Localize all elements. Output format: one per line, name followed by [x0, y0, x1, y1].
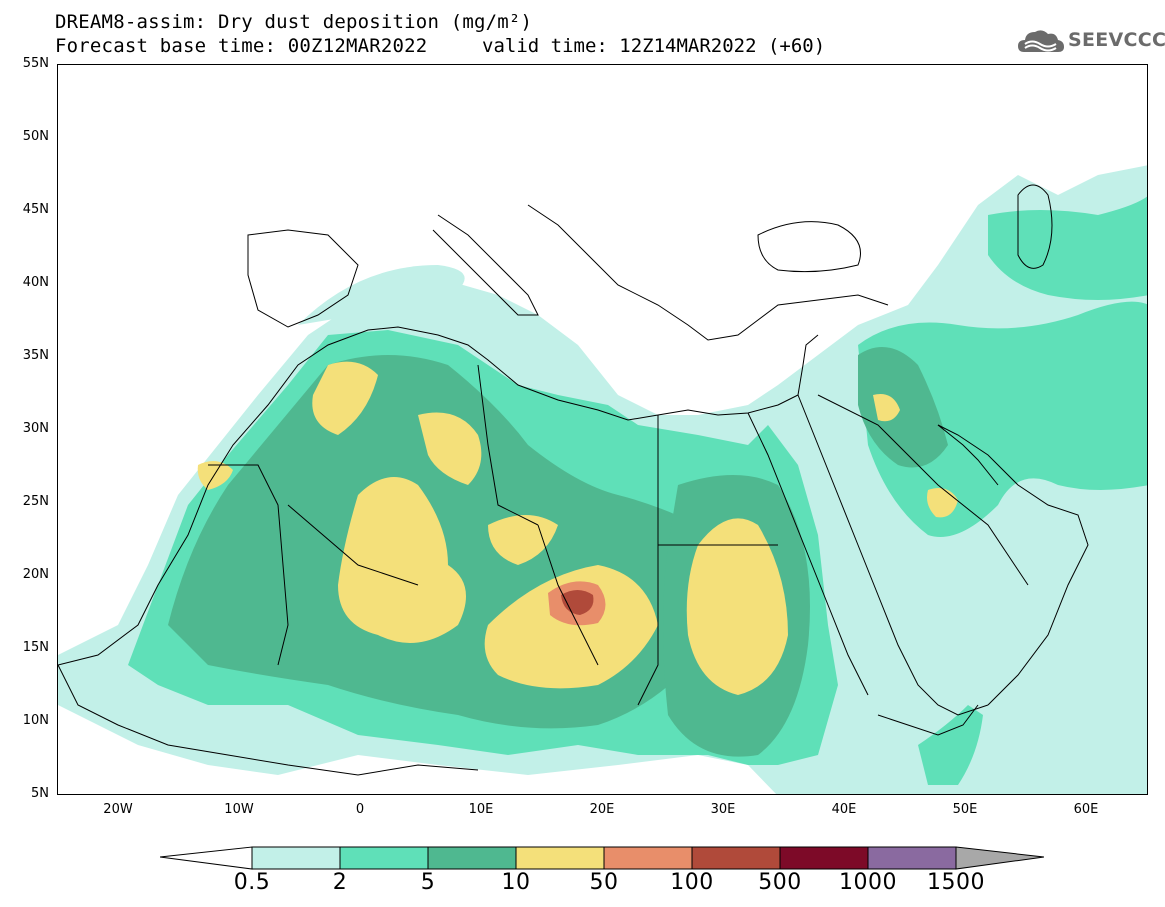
- lat-label-25n: 25N: [22, 494, 49, 509]
- lat-label-55n: 55N: [22, 56, 49, 71]
- contour-5-mesopotamia: [858, 347, 948, 468]
- colorbar-under-arrow: [160, 846, 253, 870]
- colorbar-label-0.5: 0.5: [233, 870, 271, 895]
- contour-10-iraq: [873, 394, 900, 422]
- coastline-iberia: [247, 229, 359, 328]
- forecast-base-time: Forecast base time: 00Z12MAR2022: [55, 35, 428, 57]
- border-mauritania: [208, 464, 289, 666]
- coastline-levant: [797, 334, 819, 396]
- lat-label-45n: 45N: [22, 202, 49, 217]
- contour-10-sahel: [484, 565, 658, 689]
- lat-label-30n: 30N: [22, 421, 49, 436]
- contour-10-north: [312, 361, 378, 435]
- contour-10-tunisia: [418, 412, 482, 485]
- colorbar-bin-1000-1500: [867, 846, 957, 870]
- colorbar-label-100: 100: [670, 870, 714, 895]
- lat-label-40n: 40N: [22, 275, 49, 290]
- lon-label-0: 0: [355, 802, 365, 817]
- coastline-horn: [877, 704, 979, 736]
- contour-2-caspian: [988, 196, 1147, 300]
- contour-10-west: [338, 477, 466, 643]
- contour-2-horn: [918, 705, 983, 785]
- coastline-red-sea-east: [797, 394, 989, 716]
- border-chad-sudan: [637, 545, 659, 706]
- colorbar-bin-500-1000: [779, 846, 869, 870]
- contour-10-chad: [488, 515, 558, 565]
- colorbar-label-1000: 1000: [839, 870, 897, 895]
- lon-label-10w: 10W: [224, 802, 254, 817]
- contour-2-east: [858, 301, 1147, 537]
- lon-label-40e: 40E: [831, 802, 857, 817]
- lat-label-35n: 35N: [22, 348, 49, 363]
- coastline-arabia: [937, 424, 1089, 706]
- lat-label-5n: 5N: [31, 786, 49, 801]
- lon-label-50e: 50E: [952, 802, 978, 817]
- coastline-persian-gulf: [937, 424, 999, 486]
- deposition-field: [58, 165, 1147, 794]
- lon-label-20w: 20W: [103, 802, 133, 817]
- contour-10-egypt: [686, 518, 788, 695]
- colorbar-bin-10-50: [515, 846, 605, 870]
- colorbar-label-500: 500: [758, 870, 802, 895]
- coastline-north-africa: [58, 326, 799, 666]
- colorbar-over-arrow: [955, 846, 1044, 870]
- coastline-west-africa: [58, 664, 479, 776]
- colorbar-label-50: 50: [589, 870, 619, 895]
- colorbar-label-2: 2: [332, 870, 348, 895]
- lat-label-10n: 10N: [22, 713, 49, 728]
- colorbar-bin-50-100: [603, 846, 693, 870]
- colorbar-label-5: 5: [420, 870, 436, 895]
- figure-title: DREAM8-assim: Dry dust deposition (mg/m²…: [55, 11, 533, 33]
- colorbar: [160, 846, 1044, 870]
- lon-label-60e: 60E: [1073, 802, 1099, 817]
- colorbar-label-1500: 1500: [927, 870, 985, 895]
- coastline-caspian: [1017, 184, 1053, 269]
- seevccc-logo: SEEVCCC: [1016, 24, 1165, 58]
- cloud-icon: [1018, 30, 1064, 52]
- coastline-italy: [432, 214, 539, 316]
- colorbar-bin-5-10: [427, 846, 517, 870]
- logo-text: SEEVCCC: [1068, 29, 1165, 51]
- coastline-red-sea-west: [747, 412, 869, 696]
- lon-label-30e: 30E: [710, 802, 736, 817]
- coastlines-and-borders: [58, 184, 1089, 776]
- colorbar-bin-0.5-2: [251, 846, 341, 870]
- colorbar-bin-100-500: [691, 846, 781, 870]
- valid-time: valid time: 12Z14MAR2022 (+60): [482, 35, 826, 57]
- border-niger-chad: [537, 524, 599, 666]
- map-panel: [57, 64, 1148, 795]
- contour-10-morocco: [197, 461, 233, 490]
- lat-label-15n: 15N: [22, 640, 49, 655]
- colorbar-label-10: 10: [501, 870, 531, 895]
- lat-label-50n: 50N: [22, 129, 49, 144]
- lat-label-20n: 20N: [22, 567, 49, 582]
- border-algeria-libya: [477, 364, 539, 526]
- contour-0.5-north: [298, 265, 465, 325]
- dust-deposition-map: [58, 165, 1147, 794]
- border-mali-niger: [287, 504, 419, 586]
- contour-100: [561, 590, 594, 615]
- coastline-black-sea: [757, 221, 861, 273]
- colorbar-bin-2-5: [339, 846, 429, 870]
- lon-label-10e: 10E: [468, 802, 494, 817]
- lon-label-20e: 20E: [589, 802, 615, 817]
- border-saudi: [817, 394, 1029, 586]
- coastline-balkans: [527, 204, 889, 341]
